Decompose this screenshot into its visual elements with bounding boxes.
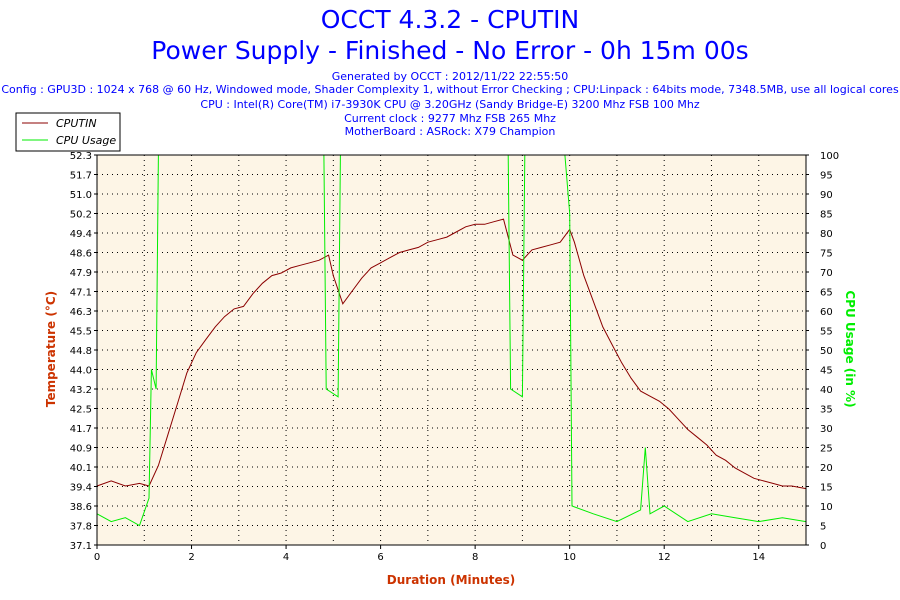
y-left-tick-label: 37.8 bbox=[70, 522, 92, 533]
chart-subtitle: Power Supply - Finished - No Error - 0h … bbox=[151, 36, 749, 65]
y-right-tick-label: 0 bbox=[820, 541, 826, 552]
series-line-cputin bbox=[96, 218, 807, 490]
y-left-tick-label: 38.6 bbox=[70, 502, 92, 513]
y-right-tick-label: 45 bbox=[820, 366, 833, 377]
y-left-tick-label: 46.3 bbox=[70, 307, 92, 318]
x-axis-ticks: 0 2 4 6 8 10 12 14 bbox=[94, 545, 765, 563]
y-left-tick-label: 37.1 bbox=[70, 541, 92, 552]
cpu-line: CPU : Intel(R) Core(TM) i7-3930K CPU @ 3… bbox=[200, 98, 700, 111]
y-left-tick-label: 44.0 bbox=[70, 366, 92, 377]
y-right-tick-label: 10 bbox=[820, 502, 833, 513]
y-left-tick-label: 50.2 bbox=[70, 210, 92, 221]
y-left-tick-label: 52.3 bbox=[70, 151, 92, 162]
y-left-tick-label: 43.2 bbox=[70, 385, 92, 396]
y-right-tick-label: 95 bbox=[820, 171, 833, 182]
y-right-tick-label: 65 bbox=[820, 288, 833, 299]
x-tick-label: 10 bbox=[563, 552, 576, 563]
y-left-tick-label: 39.4 bbox=[70, 483, 92, 494]
legend-label-cputin: CPUTIN bbox=[56, 117, 97, 130]
x-tick-label: 12 bbox=[658, 552, 671, 563]
y-right-tick-label: 85 bbox=[820, 210, 833, 221]
clock-line: Current clock : 9277 Mhz FSB 265 Mhz bbox=[344, 112, 556, 125]
y-left-tick-label: 47.1 bbox=[70, 288, 92, 299]
y-right-tick-label: 90 bbox=[820, 190, 833, 201]
y-right-tick-label: 40 bbox=[820, 385, 833, 396]
y-right-tick-label: 15 bbox=[820, 483, 833, 494]
y-left-tick-label: 48.6 bbox=[70, 249, 92, 260]
x-tick-label: 2 bbox=[188, 552, 194, 563]
x-tick-label: 6 bbox=[377, 552, 383, 563]
y-left-tick-label: 51.7 bbox=[70, 171, 92, 182]
y-right-tick-label: 30 bbox=[820, 424, 833, 435]
x-tick-label: 0 bbox=[94, 552, 100, 563]
y-right-tick-label: 5 bbox=[820, 522, 826, 533]
y-left-tick-label: 47.9 bbox=[70, 268, 92, 279]
y-axis-label-right: CPU Usage (in %) bbox=[843, 290, 857, 407]
generated-line: Generated by OCCT : 2012/11/22 22:55:50 bbox=[331, 70, 569, 83]
y-left-tick-label: 41.7 bbox=[70, 424, 92, 435]
y-left-tick-label: 42.5 bbox=[70, 405, 92, 416]
y-left-tick-label: 44.8 bbox=[70, 346, 92, 357]
config-line: Config : GPU3D : 1024 x 768 @ 60 Hz, Win… bbox=[1, 83, 899, 96]
x-tick-label: 14 bbox=[752, 552, 765, 563]
x-tick-label: 8 bbox=[472, 552, 478, 563]
y-right-tick-label: 50 bbox=[820, 346, 833, 357]
y-left-tick-label: 40.1 bbox=[70, 463, 92, 474]
y-right-tick-label: 60 bbox=[820, 307, 833, 318]
y-left-tick-label: 45.5 bbox=[70, 327, 92, 338]
legend: CPUTIN CPU Usage bbox=[15, 112, 121, 152]
y-right-tick-label: 100 bbox=[820, 151, 839, 162]
y-right-tick-label: 55 bbox=[820, 327, 833, 338]
y-right-tick-label: 75 bbox=[820, 249, 833, 260]
right-axis-ticks: 0 5 10 15 20 25 30 35 40 45 50 55 60 65 70 75 80 85 90 95 10… bbox=[806, 151, 839, 552]
y-right-tick-label: 20 bbox=[820, 463, 833, 474]
y-left-tick-label: 49.4 bbox=[70, 229, 92, 240]
y-left-tick-label: 51.0 bbox=[70, 190, 92, 201]
legend-label-cpu-usage: CPU Usage bbox=[56, 134, 116, 147]
y-right-tick-label: 70 bbox=[820, 268, 833, 279]
plot-area bbox=[97, 155, 806, 545]
grid-lines bbox=[97, 155, 806, 545]
plot-frame bbox=[96, 154, 807, 546]
left-axis-ticks: 37.1 37.8 38.6 39.4 40.1 40.9 41.7 42.5 43.2 44.0… bbox=[70, 151, 97, 552]
y-right-tick-label: 80 bbox=[820, 229, 833, 240]
legend-box bbox=[15, 112, 121, 152]
y-left-tick-label: 40.9 bbox=[70, 444, 92, 455]
board-line: MotherBoard : ASRock: X79 Champion bbox=[344, 125, 556, 138]
y-axis-label-left: Temperature (°C) bbox=[44, 291, 58, 407]
x-axis-label: Duration (Minutes) bbox=[387, 573, 515, 587]
y-right-tick-label: 25 bbox=[820, 444, 833, 455]
x-tick-label: 4 bbox=[283, 552, 289, 563]
y-right-tick-label: 35 bbox=[820, 405, 833, 416]
chart-title: OCCT 4.3.2 - CPUTIN bbox=[320, 5, 580, 34]
